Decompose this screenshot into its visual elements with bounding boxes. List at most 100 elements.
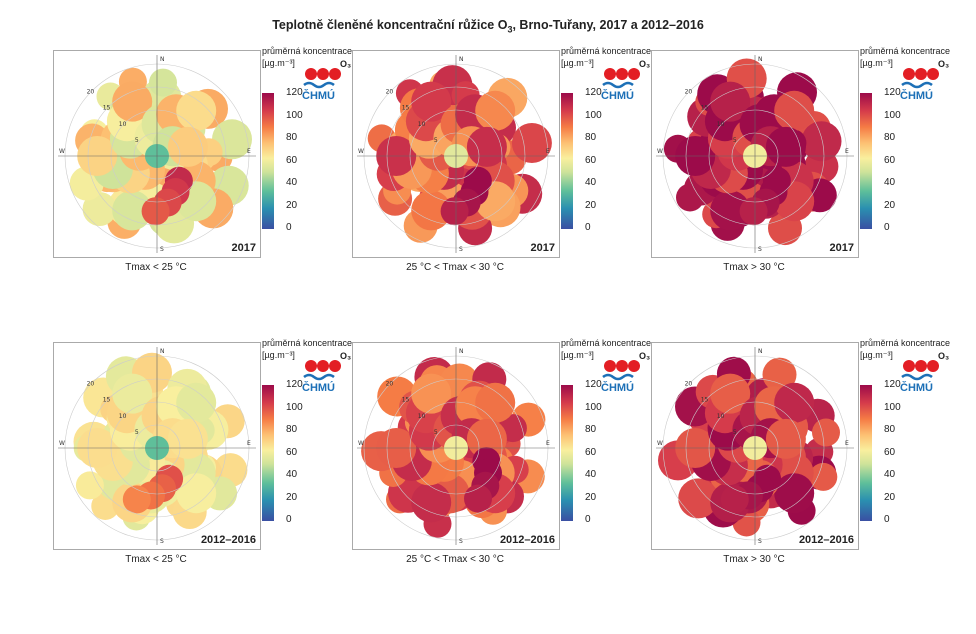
ring-label: 10	[717, 121, 725, 128]
temperature-condition: 25 °C < Tmax < 30 °C	[406, 262, 504, 273]
colorbar-tick: 20	[286, 491, 298, 503]
year-label: 2012–2016	[798, 534, 854, 546]
colorbar-label-line1: průměrná koncentrace	[262, 46, 353, 56]
colorbar-gradient	[561, 93, 573, 229]
compass-north: N	[758, 56, 763, 63]
field-cell	[176, 382, 217, 423]
colorbar: průměrná koncentrace [µg.m⁻³] O₃ ČHMÚ 120 100…	[561, 45, 651, 255]
pollutant-label: O₃	[340, 59, 352, 69]
compass-west: W	[59, 440, 65, 447]
compass-east: E	[845, 440, 849, 447]
colorbar-label-line2: [µg.m⁻³]	[860, 350, 893, 360]
pollutant-label: O₃	[340, 351, 352, 361]
compass-west: W	[657, 148, 663, 155]
colorbar-tick: 40	[884, 469, 896, 480]
logo-text: ČHMÚ	[900, 381, 933, 393]
compass-east: E	[247, 440, 251, 447]
colorbar-tick: 40	[585, 177, 597, 188]
colorbar-label-line2: [µg.m⁻³]	[561, 58, 594, 68]
ring-label: 15	[103, 105, 111, 112]
compass-north: N	[160, 348, 165, 355]
chmu-logo-icon: ČHMÚ	[601, 68, 640, 101]
colorbar-label: průměrná koncentrace [µg.m⁻³]	[561, 337, 661, 361]
ring-label: 20	[386, 381, 394, 388]
colorbar-label-line1: průměrná koncentrace	[262, 338, 353, 348]
logo-text: ČHMÚ	[601, 381, 634, 393]
colorbar-tick: 20	[286, 199, 298, 211]
colorbar-label: průměrná koncentrace [µg.m⁻³]	[860, 337, 960, 361]
colorbar-tick: 100	[286, 401, 303, 413]
colorbar: průměrná koncentrace [µg.m⁻³] O₃ ČHMÚ 120 100…	[262, 337, 352, 547]
colorbar-tick: 100	[884, 109, 901, 121]
rose-plot: 5 10 15 20 N S E W	[357, 55, 555, 253]
max-hotspot	[122, 485, 151, 514]
ring-label: 10	[119, 413, 127, 420]
ring-label: 20	[685, 89, 693, 96]
year-label: 2017	[530, 242, 555, 254]
field-cell	[75, 471, 104, 500]
field-cell	[774, 90, 815, 131]
ring-label: 5	[135, 429, 139, 436]
colorbar-tick: 20	[585, 199, 597, 211]
colorbar-tick: 80	[884, 424, 896, 435]
colorbar-tick: 0	[585, 222, 591, 233]
chmu-logo-icon: ČHMÚ	[302, 68, 341, 101]
colorbar-tick: 120	[884, 87, 901, 98]
colorbar-tick: 80	[286, 424, 298, 435]
ring-label: 10	[418, 413, 426, 420]
field-cell	[710, 190, 751, 231]
colorbar: průměrná koncentrace [µg.m⁻³] O₃ ČHMÚ 120 100…	[860, 45, 950, 255]
colorbar-tick: 40	[286, 469, 298, 480]
colorbar-tick: 60	[585, 446, 597, 458]
chmu-logo-icon: ČHMÚ	[900, 360, 939, 393]
field-cell	[762, 357, 797, 392]
colorbar-tick: 80	[884, 132, 896, 143]
compass-east: E	[845, 148, 849, 155]
ring-label: 15	[701, 397, 709, 404]
field-cell	[112, 373, 153, 414]
colorbar: průměrná koncentrace [µg.m⁻³] O₃ ČHMÚ 120 100…	[860, 337, 950, 547]
colorbar-gradient	[561, 385, 573, 521]
field-cell	[167, 418, 208, 459]
ring-label: 5	[733, 137, 737, 144]
field-cell	[82, 192, 117, 226]
colorbar-tick: 0	[884, 222, 890, 233]
pollutant-label: O₃	[639, 351, 651, 361]
field-cell	[710, 373, 751, 414]
field-cell	[765, 418, 806, 459]
colorbar-label: průměrná koncentrace [µg.m⁻³]	[860, 45, 960, 69]
colorbar-tick: 120	[286, 87, 303, 98]
field-cell	[112, 190, 153, 231]
rose-panel: 5 10 15 20 N S E W 2012–2016	[651, 342, 859, 550]
compass-west: W	[59, 148, 65, 155]
temperature-condition: Tmax < 25 °C	[125, 554, 187, 565]
ring-label: 15	[402, 105, 410, 112]
compass-east: E	[546, 440, 550, 447]
ring-label: 10	[418, 121, 426, 128]
rose-plot: 5 10 15 20 N S E W	[357, 347, 555, 545]
colorbar-tick: 0	[585, 514, 591, 525]
colorbar-label-line2: [µg.m⁻³]	[262, 350, 295, 360]
field-cell	[809, 462, 838, 491]
temperature-condition: Tmax > 30 °C	[723, 554, 785, 565]
pollutant-label: O₃	[938, 351, 950, 361]
colorbar-tick: 0	[286, 514, 292, 525]
colorbar: průměrná koncentrace [µg.m⁻³] O₃ ČHMÚ 120 100…	[262, 45, 352, 255]
colorbar: průměrná koncentrace [µg.m⁻³] O₃ ČHMÚ 120 100…	[561, 337, 651, 547]
logo-text: ČHMÚ	[302, 89, 335, 101]
temperature-condition: Tmax < 25 °C	[125, 262, 187, 273]
colorbar-tick: 20	[585, 491, 597, 503]
logo-text: ČHMÚ	[900, 89, 933, 101]
colorbar-label-line1: průměrná koncentrace	[860, 46, 951, 56]
rose-panel: 5 10 15 20 N S E W 2012–2016	[53, 342, 261, 550]
colorbar-label: průměrná koncentrace [µg.m⁻³]	[262, 45, 362, 69]
colorbar-tick: 100	[884, 401, 901, 413]
colorbar-tick: 60	[286, 154, 298, 166]
colorbar-tick: 80	[286, 132, 298, 143]
field-cell	[710, 81, 751, 122]
field-cell	[411, 81, 452, 122]
rose-plot: 5 10 15 20 N S E W	[656, 347, 854, 545]
concentration-field	[367, 65, 552, 246]
field-cell	[176, 90, 217, 131]
colorbar-gradient	[860, 385, 872, 521]
